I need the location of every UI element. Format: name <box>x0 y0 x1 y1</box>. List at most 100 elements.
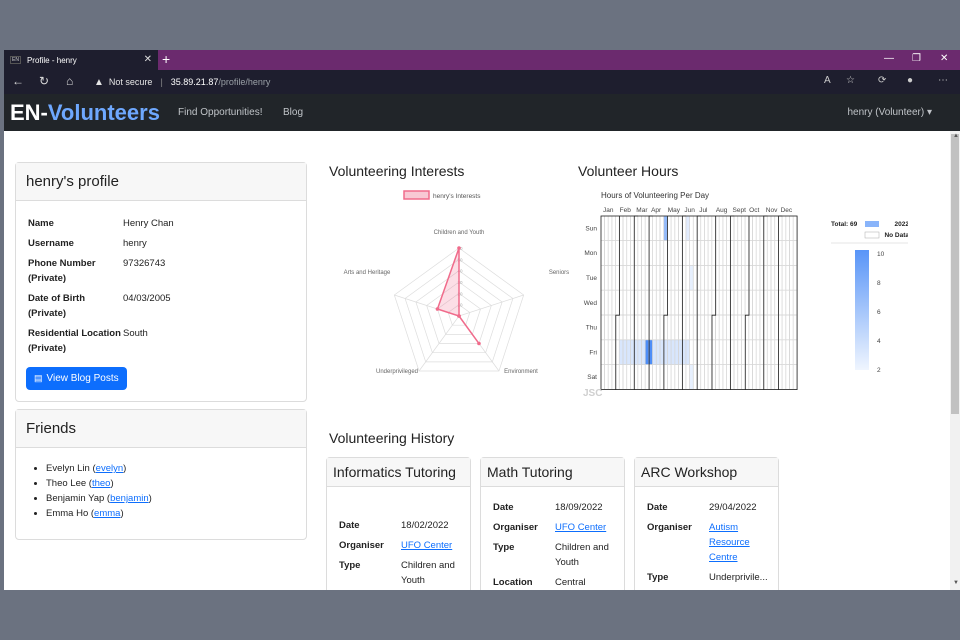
heatmap-cell <box>667 339 672 365</box>
heatmap-month-label: Dec <box>781 207 793 214</box>
favorites-icon[interactable]: ☆ <box>846 75 855 86</box>
radar-point <box>457 314 461 318</box>
radar-spoke <box>418 315 460 372</box>
heatmap-cell <box>704 364 709 390</box>
radar-axis-label: Arts and Heritage <box>344 270 391 276</box>
tab-title: Profile - henry <box>26 55 77 65</box>
home-icon[interactable]: ⌂ <box>66 74 74 88</box>
friend-link[interactable]: theo <box>91 478 111 489</box>
heatmap-cell <box>600 215 605 241</box>
minimize-icon[interactable]: — <box>884 53 894 64</box>
heatmap-cell <box>745 314 749 340</box>
heatmap-cell <box>641 240 646 266</box>
heatmap-cell <box>741 314 746 340</box>
heatmap-cell <box>615 314 620 340</box>
nav-blog[interactable]: Blog <box>283 107 304 118</box>
heatmap-cell <box>674 364 679 390</box>
radar-axis-label: Seniors <box>549 270 569 276</box>
history-value: Central <box>555 577 586 588</box>
new-tab-button[interactable]: + <box>162 51 171 67</box>
friend-link[interactable]: benjamin <box>110 493 149 504</box>
heatmap-cell <box>752 339 757 365</box>
heatmap-cell <box>730 364 734 390</box>
warning-icon: ▲ <box>94 76 104 88</box>
heatmap-cell <box>619 314 623 340</box>
heatmap-month-boundary <box>663 216 668 390</box>
heatmap-cells <box>600 215 797 390</box>
heatmap-cell <box>652 364 657 390</box>
heatmap-cell <box>752 290 757 316</box>
profile-icon[interactable]: ● <box>907 75 914 86</box>
refresh-icon[interactable]: ↻ <box>39 74 50 88</box>
heatmap-month-label: Apr <box>651 207 662 214</box>
heatmap-cell <box>704 339 709 365</box>
scroll-up-icon[interactable]: ▲ <box>953 133 959 139</box>
heatmap-cell <box>623 314 627 340</box>
close-tab-icon[interactable]: ✕ <box>143 54 152 65</box>
heatmap-cell <box>648 339 653 365</box>
heatmap-cell <box>659 364 664 390</box>
url-path: /profile/henry <box>218 77 271 87</box>
scroll-down-icon[interactable]: ▼ <box>953 580 959 586</box>
heatmap-cell <box>733 339 738 365</box>
heatmap-cell <box>623 265 627 291</box>
heatmap-cell <box>745 240 749 266</box>
heatmap-cell <box>696 314 701 340</box>
heatmap-cell <box>619 265 623 291</box>
heatmap-cell <box>782 290 786 316</box>
heatmap-month-boundary <box>744 216 750 390</box>
friend-link[interactable]: emma <box>94 508 121 519</box>
heatmap-cell <box>737 314 742 340</box>
heatmap-cell <box>693 240 697 266</box>
scrollbar-thumb[interactable] <box>951 134 959 414</box>
user-dropdown[interactable]: henry (Volunteer) ▾ <box>847 107 932 118</box>
history-card: ARC Workshop Date 29/04/2022 Organiser A… <box>634 457 779 590</box>
heatmap-cell <box>611 215 616 241</box>
colorbar-tick-label: 6 <box>877 309 881 316</box>
heatmap-cell <box>715 364 720 390</box>
value-username: henry <box>123 238 147 249</box>
restore-icon[interactable]: ❐ <box>912 53 921 64</box>
heatmap-cell <box>678 339 683 365</box>
heatmap-cell <box>678 314 683 340</box>
nav-find-opportunities[interactable]: Find Opportunities! <box>178 107 263 118</box>
heatmap-cell <box>752 215 757 241</box>
heatmap-cell <box>652 314 657 340</box>
heatmap-cell <box>645 215 649 241</box>
brand-logo[interactable]: EN-Volunteers <box>10 100 160 126</box>
heatmap-cell <box>733 364 738 390</box>
organiser-link[interactable]: Autism Resource Centre <box>709 522 750 563</box>
heatmap-cell <box>704 314 709 340</box>
more-icon[interactable]: ⋯ <box>938 75 948 86</box>
heatmap-cell <box>663 364 668 390</box>
browser-tab[interactable]: EN Profile - henry ✕ <box>4 50 158 70</box>
heatmap-cell <box>615 339 620 365</box>
heatmap-cell <box>704 215 709 241</box>
heatmap-cell <box>748 314 753 340</box>
heatmap-cell <box>634 240 638 266</box>
organiser-link[interactable]: UFO Center <box>555 522 607 533</box>
read-aloud-icon[interactable]: A <box>824 75 831 86</box>
organiser-link[interactable]: UFO Center <box>401 540 453 551</box>
heatmap-cell <box>600 364 605 390</box>
heatmap-cell <box>645 364 649 390</box>
heatmap-cell <box>737 364 742 390</box>
url-field[interactable]: ▲ Not secure | 35.89.21.87 /profile/henr… <box>94 72 854 92</box>
heatmap-cell <box>634 290 638 316</box>
history-value: Underprivile... <box>709 572 768 583</box>
extensions-icon[interactable]: ⟳ <box>878 75 887 86</box>
heatmap-cell <box>726 339 731 365</box>
view-blog-posts-button[interactable]: ▤ View Blog Posts <box>26 367 127 390</box>
heatmap-cell <box>704 240 709 266</box>
back-icon[interactable]: ← <box>12 74 24 88</box>
heatmap-cell <box>756 314 760 340</box>
heatmap-cell <box>759 364 764 390</box>
radar-grid-ring <box>404 258 514 363</box>
close-window-icon[interactable]: ✕ <box>940 53 949 64</box>
heatmap-cell <box>626 290 631 316</box>
heatmap-cell <box>715 240 720 266</box>
friend-link[interactable]: evelyn <box>95 463 124 474</box>
heatmap-cell <box>630 240 635 266</box>
heatmap-month-label: Jun <box>684 207 695 214</box>
heatmap-cell <box>759 215 764 241</box>
